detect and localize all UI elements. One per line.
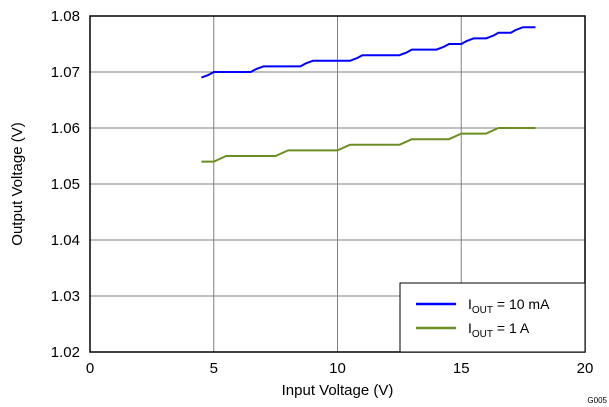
y-axis-title: Output Voltage (V): [9, 122, 26, 245]
legend-label-prefix: I: [468, 296, 472, 312]
y-tick-label: 1.03: [51, 288, 80, 305]
y-tick-label: 1.07: [51, 64, 80, 81]
legend-label-1: IOUT = 1 A: [468, 320, 530, 340]
x-tick-label: 15: [453, 360, 470, 377]
legend-label-0: IOUT = 10 mA: [468, 296, 550, 316]
legend-label-subscript: OUT: [472, 329, 493, 340]
x-tick-label: 20: [577, 360, 594, 377]
y-tick-label: 1.06: [51, 120, 80, 137]
x-tick-label: 5: [210, 360, 218, 377]
y-axis-ticks: 1.02 1.03 1.04 1.05 1.06 1.07 1.08: [51, 8, 80, 361]
x-axis-title: Input Voltage (V): [282, 382, 394, 399]
y-tick-label: 1.02: [51, 344, 80, 361]
x-tick-label: 0: [86, 360, 94, 377]
figure-id: G005: [587, 396, 607, 405]
legend-label-prefix: I: [468, 320, 472, 336]
y-tick-label: 1.04: [51, 232, 80, 249]
series-line-1: [201, 127, 536, 163]
plot-frame: [89, 15, 586, 353]
legend-label-subscript: OUT: [472, 305, 493, 316]
y-tick-label: 1.08: [51, 8, 80, 25]
legend-label-suffix: = 1 A: [493, 320, 530, 336]
series-line-0: [201, 26, 536, 79]
x-axis-ticks: 0 5 10 15 20: [86, 360, 594, 377]
legend-label-suffix: = 10 mA: [493, 296, 550, 312]
legend-box: [399, 282, 586, 353]
y-tick-label: 1.05: [51, 176, 80, 193]
x-tick-label: 10: [329, 360, 346, 377]
plot-series: [201, 26, 536, 163]
grid: [90, 16, 585, 352]
